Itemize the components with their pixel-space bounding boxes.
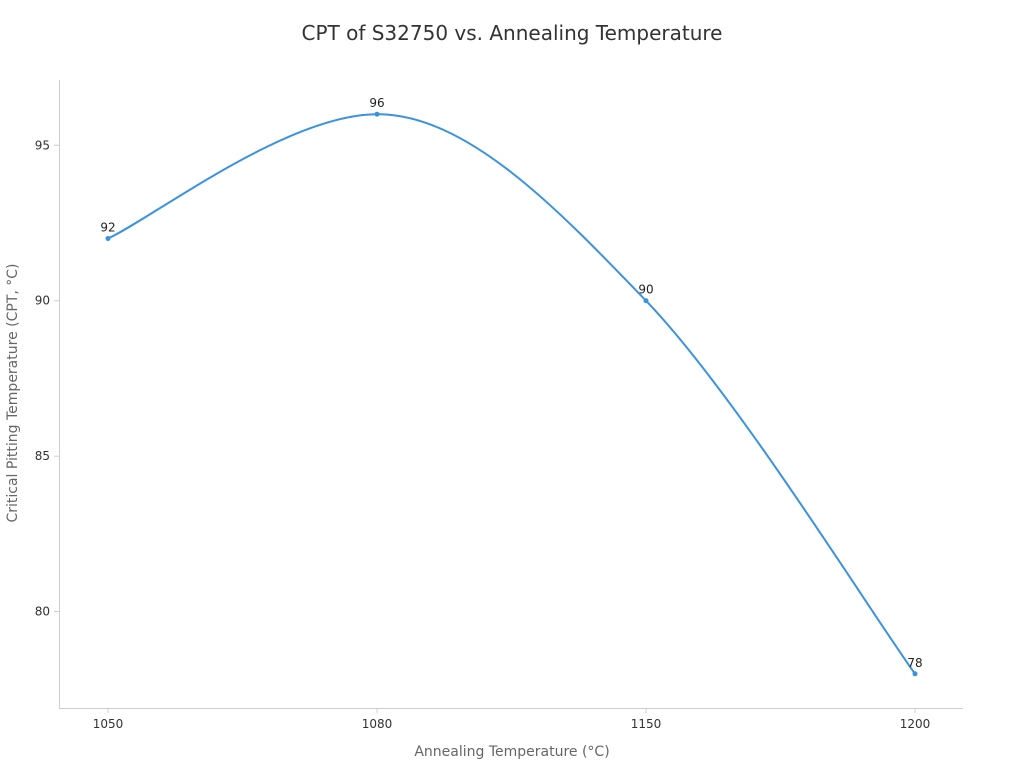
data-point <box>374 111 380 117</box>
data-point <box>912 671 918 677</box>
x-tick-label: 1080 <box>362 717 393 731</box>
data-label: 78 <box>907 656 922 670</box>
data-labels: 92 96 90 78 <box>100 96 922 670</box>
data-label: 90 <box>638 283 653 297</box>
x-tick-label: 1150 <box>631 717 662 731</box>
data-label: 96 <box>369 96 384 110</box>
data-label: 92 <box>100 221 115 235</box>
data-point <box>105 236 111 242</box>
x-axis-label: Annealing Temperature (°C) <box>414 744 609 760</box>
data-point <box>643 298 649 304</box>
data-points <box>105 111 918 677</box>
x-tick-label: 1200 <box>900 717 931 731</box>
y-tick-label: 95 <box>35 138 50 152</box>
x-tick-label: 1050 <box>93 717 124 731</box>
y-tick-label: 85 <box>35 449 50 463</box>
y-tick-label: 90 <box>35 294 50 308</box>
y-tick-label: 80 <box>35 605 50 619</box>
chart-title: CPT of S32750 vs. Annealing Temperature <box>301 21 722 45</box>
y-ticks: 80 85 90 95 <box>35 138 59 619</box>
x-ticks: 1050 1080 1150 1200 <box>93 708 931 731</box>
y-axis-label: Critical Pitting Temperature (CPT, °C) <box>5 263 21 522</box>
series-line <box>107 113 916 675</box>
